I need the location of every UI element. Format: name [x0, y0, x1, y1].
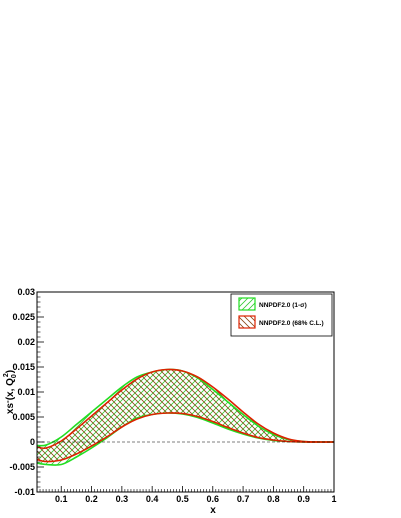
legend-label-68cl: NNPDF2.0 (68% C.L.) — [259, 320, 324, 327]
y-tick-label: 0.025 — [12, 312, 35, 322]
y-tick-label: -0.01 — [14, 487, 35, 497]
y-axis-title-main: xs — [5, 403, 16, 415]
band-upper-edge-68cl — [37, 368, 334, 450]
x-axis-title: x — [210, 505, 216, 516]
x-axis-ticks: 0.1 0.2 0.3 0.4 0.5 0.6 0.7 0.8 0.9 1 — [39, 486, 337, 504]
y-axis-title-q-sub: 0 — [11, 374, 18, 378]
y-tick-label: 0.02 — [17, 337, 35, 347]
y-axis-title-bar: - — [3, 400, 12, 403]
y-tick-label: 0.03 — [17, 287, 35, 297]
x-tick-label: 0.8 — [267, 494, 280, 504]
legend-label-1-sigma: NNPDF2.0 (1-σ) — [259, 302, 307, 309]
y-tick-label: 0.015 — [12, 362, 35, 372]
y-tick-label: -0.005 — [9, 462, 35, 472]
y-tick-label: 0.005 — [12, 412, 35, 422]
band-fill-68cl — [37, 369, 334, 462]
y-axis-title-q-sup: 2 — [3, 373, 10, 377]
legend-swatch-68cl — [238, 315, 256, 329]
y-axis-ticks: -0.01 -0.005 0 0.005 0.01 0.015 0.02 0.025 0.03 — [9, 287, 44, 497]
y-tick-label: 0 — [30, 437, 35, 447]
y-axis-title-close: ) — [5, 370, 16, 373]
x-tick-label: 0.1 — [55, 494, 68, 504]
legend: NNPDF2.0 (1-σ) NNPDF2.0 (68% C.L.) — [230, 293, 333, 337]
bands-group — [37, 368, 334, 466]
x-tick-label: 0.4 — [146, 494, 159, 504]
band-lower-edge-68cl — [37, 412, 334, 463]
y-tick-label: 0.01 — [17, 387, 35, 397]
x-tick-label: 0.9 — [297, 494, 310, 504]
x-tick-label: 0.6 — [207, 494, 220, 504]
x-tick-label: 0.2 — [85, 494, 98, 504]
x-tick-label: 0.3 — [116, 494, 129, 504]
legend-swatch-1-sigma — [238, 297, 256, 311]
x-tick-label: 0.7 — [237, 494, 250, 504]
x-tick-label: 1 — [331, 494, 336, 504]
y-axis-title: xs-(x, Q02) — [3, 370, 18, 414]
x-tick-label: 0.5 — [176, 494, 189, 504]
y-axis-title-paren: (x, Q — [5, 378, 16, 400]
